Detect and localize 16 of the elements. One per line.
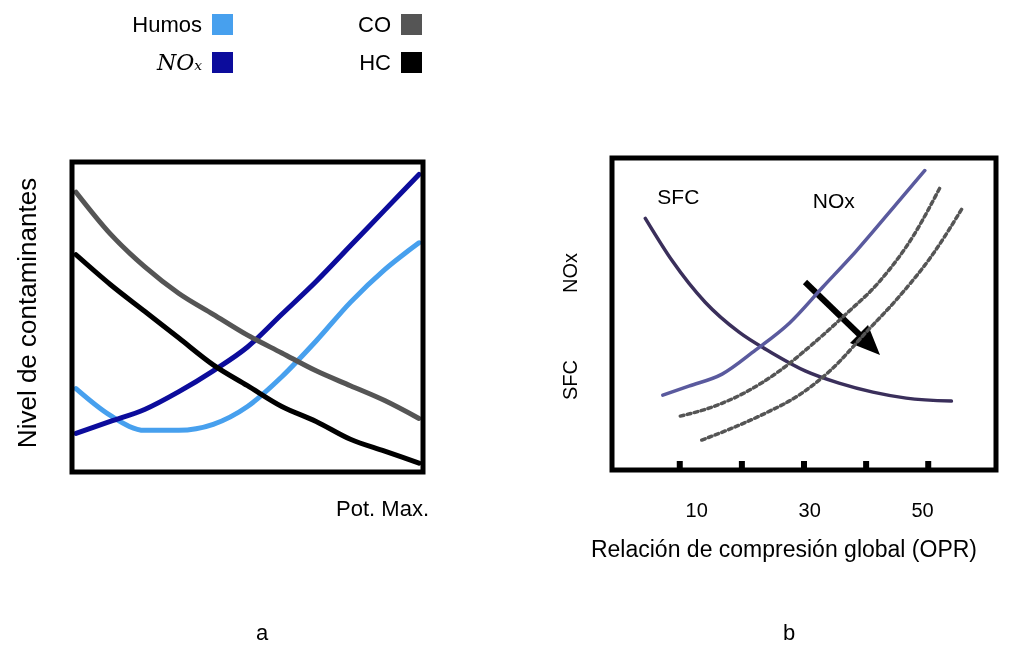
text: a xyxy=(255,620,269,645)
series-label: NOx xyxy=(812,189,856,213)
x-tick-label: 10 xyxy=(685,499,708,521)
legend-label: CO xyxy=(358,12,391,37)
series-label: SFC xyxy=(657,185,700,209)
text: SFC xyxy=(559,360,581,400)
x-axis-title: Pot. Max. xyxy=(336,496,429,521)
x-tick-label: 30 xyxy=(798,499,821,521)
x-axis-title: Relación de compresión global (OPR) xyxy=(590,536,978,562)
text: b xyxy=(782,620,796,645)
y-axis-title: NOx xyxy=(559,253,581,293)
legend-label: HC xyxy=(359,50,392,75)
legend-label: Humos xyxy=(132,12,202,37)
legend-label: NOₓ xyxy=(155,50,203,75)
x-tick-label: 50 xyxy=(911,499,934,521)
y-axis-title: Nivel de contaminantes xyxy=(12,177,42,449)
